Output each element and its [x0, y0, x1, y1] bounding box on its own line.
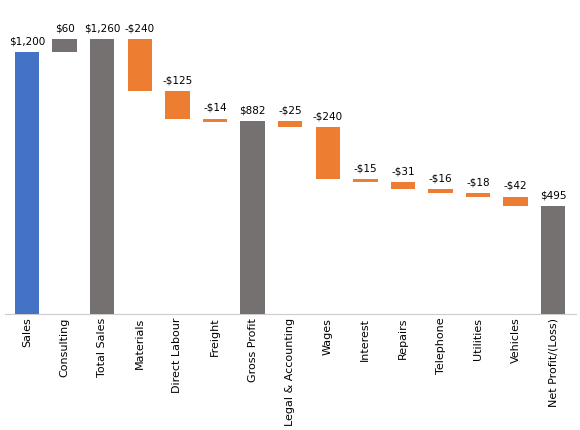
Text: -$15: -$15	[354, 163, 377, 174]
Text: -$125: -$125	[162, 76, 193, 86]
Bar	[353, 179, 378, 182]
Bar	[503, 197, 528, 206]
Text: $1,260: $1,260	[84, 24, 121, 34]
Bar	[428, 189, 453, 193]
Bar	[203, 119, 227, 122]
Text: -$240: -$240	[313, 111, 343, 121]
Text: $882: $882	[240, 106, 266, 116]
Text: $495: $495	[540, 190, 567, 200]
Bar	[165, 91, 190, 119]
Text: -$16: -$16	[429, 174, 452, 184]
Bar	[90, 39, 114, 313]
Text: $60: $60	[55, 24, 75, 34]
Bar	[52, 39, 77, 52]
Text: -$240: -$240	[125, 24, 155, 34]
Text: -$18: -$18	[466, 177, 490, 187]
Text: -$31: -$31	[391, 167, 415, 177]
Bar	[240, 121, 265, 313]
Bar	[541, 206, 566, 313]
Bar	[128, 39, 152, 91]
Bar	[391, 182, 415, 189]
Text: -$25: -$25	[278, 106, 302, 116]
Text: -$14: -$14	[203, 103, 227, 113]
Bar	[316, 127, 340, 179]
Text: -$42: -$42	[504, 181, 528, 191]
Bar	[278, 121, 302, 127]
Text: $1,200: $1,200	[9, 37, 45, 46]
Bar	[15, 52, 39, 313]
Bar	[466, 193, 490, 197]
